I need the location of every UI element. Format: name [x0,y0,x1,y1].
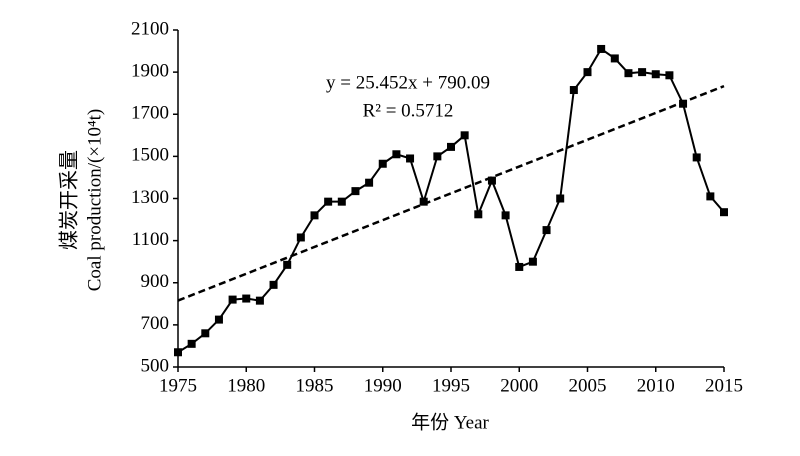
y-tick-label: 1900 [131,60,169,81]
y-axis-label: Coal production/(×10⁴t) [84,109,105,292]
trendline [177,84,725,302]
y-tick-label: 1500 [131,145,169,166]
data-point [174,348,182,357]
data-point [474,210,483,219]
data-point [324,197,333,206]
data-point [569,86,578,95]
x-tick-label: 1990 [364,375,402,396]
data-point [187,339,196,348]
y-tick-label: 1100 [132,229,169,250]
data-point [528,257,537,266]
y-tick-label: 500 [141,355,170,376]
data-point [337,197,346,206]
data-point [610,54,619,63]
data-point [351,187,360,196]
x-tick-label: 1995 [432,375,470,396]
y-tick-label: 900 [141,271,170,292]
y-tick-label: 2100 [131,18,169,39]
data-point [460,131,469,140]
x-tick-label: 2000 [500,375,538,396]
data-point [692,153,701,162]
data-point [679,99,688,108]
data-point [583,68,592,77]
data-point [487,176,496,185]
x-tick-label: 2015 [705,375,743,396]
data-point [310,211,319,220]
data-point [542,226,551,235]
data-line [177,47,725,354]
data-point [433,152,442,161]
data-point [597,44,606,53]
data-point [419,197,428,206]
x-tick-label: 2010 [637,375,675,396]
y-tick-label: 700 [141,313,170,334]
data-point [201,329,210,338]
equation: y = 25.452x + 790.09 [326,72,490,93]
x-tick-label: 1980 [227,375,265,396]
data-point [651,70,660,79]
data-point [447,142,455,151]
data-point [269,280,278,289]
x-axis-label: 年份 Year [411,411,489,433]
data-point [638,68,647,77]
data-point [501,211,510,220]
x-tick-label: 1985 [296,375,334,396]
data-point [515,262,524,271]
data-point [378,159,387,168]
x-tick-label: 1975 [159,375,197,396]
data-point [255,296,264,305]
data-point [556,194,565,203]
y-axis-label: 煤炭开采量 [57,150,81,250]
data-point [283,260,292,269]
data-point [406,154,415,163]
y-tick-label: 1300 [131,187,169,208]
data-point [706,192,715,201]
data-point [242,294,251,303]
data-point [214,315,223,324]
data-point [624,69,633,78]
x-tick-label: 2005 [569,375,607,396]
data-point [665,71,674,80]
data-point [296,233,305,242]
data-point [228,295,237,304]
data-point [720,208,728,217]
r-squared: R² = 0.5712 [363,100,454,121]
data-point [392,150,401,159]
data-point [365,178,374,187]
y-tick-label: 1700 [131,103,169,124]
